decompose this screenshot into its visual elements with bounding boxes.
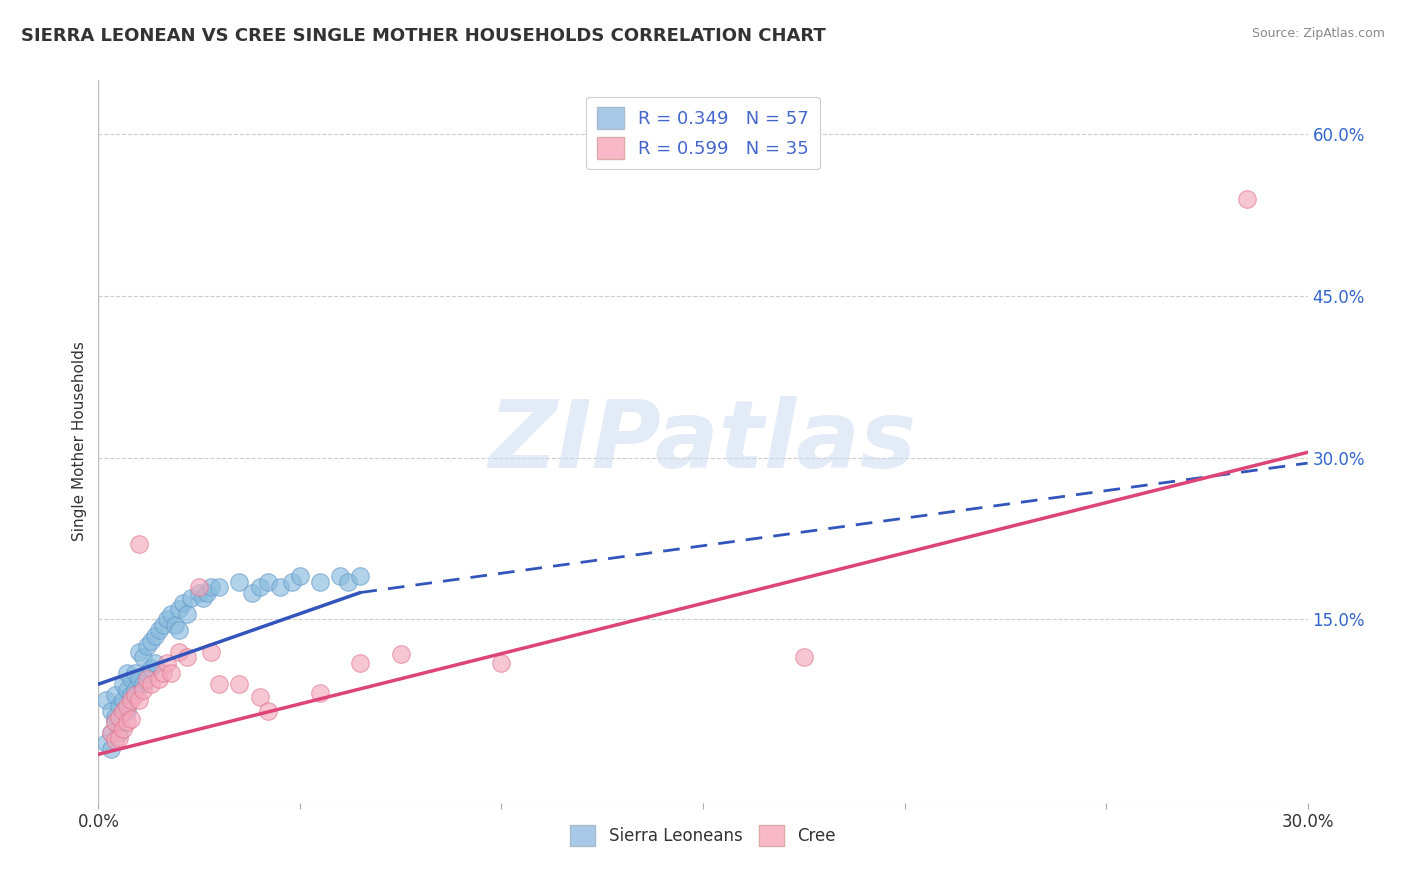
Point — [167, 624, 190, 638]
Point — [103, 714, 125, 729]
Point — [176, 650, 198, 665]
Point — [139, 661, 162, 675]
Point — [115, 682, 138, 697]
Point — [249, 690, 271, 705]
Point — [208, 580, 231, 594]
Point — [1236, 192, 1258, 206]
Point — [389, 647, 412, 661]
Point — [103, 714, 125, 729]
Point — [156, 612, 179, 626]
Point — [128, 537, 150, 551]
Point — [120, 688, 142, 702]
Point — [120, 712, 142, 726]
Point — [491, 656, 513, 670]
Point — [160, 607, 183, 621]
Point — [135, 666, 157, 681]
Point — [337, 574, 360, 589]
Point — [793, 650, 815, 665]
Point — [200, 645, 222, 659]
Point — [124, 682, 146, 697]
Point — [195, 585, 218, 599]
Point — [120, 693, 142, 707]
Point — [103, 733, 125, 747]
Point — [111, 693, 134, 707]
Point — [132, 682, 155, 697]
Point — [148, 672, 170, 686]
Point — [107, 709, 129, 723]
Point — [309, 574, 332, 589]
Point — [152, 666, 174, 681]
Point — [188, 585, 211, 599]
Point — [228, 677, 250, 691]
Point — [128, 693, 150, 707]
Point — [128, 645, 150, 659]
Point — [135, 640, 157, 654]
Point — [329, 569, 352, 583]
Point — [240, 585, 263, 599]
Point — [96, 693, 118, 707]
Point — [120, 672, 142, 686]
Point — [132, 677, 155, 691]
Point — [111, 704, 134, 718]
Y-axis label: Single Mother Households: Single Mother Households — [72, 342, 87, 541]
Point — [103, 688, 125, 702]
Point — [172, 596, 194, 610]
Point — [160, 666, 183, 681]
Point — [132, 650, 155, 665]
Point — [115, 698, 138, 713]
Point — [111, 723, 134, 737]
Point — [96, 737, 118, 751]
Point — [143, 629, 166, 643]
Point — [349, 569, 371, 583]
Point — [200, 580, 222, 594]
Point — [208, 677, 231, 691]
Point — [135, 672, 157, 686]
Point — [163, 618, 186, 632]
Point — [256, 574, 278, 589]
Point — [256, 704, 278, 718]
Text: ZIPatlas: ZIPatlas — [489, 395, 917, 488]
Point — [156, 656, 179, 670]
Point — [349, 656, 371, 670]
Point — [128, 672, 150, 686]
Point — [228, 574, 250, 589]
Point — [107, 714, 129, 729]
Point — [139, 634, 162, 648]
Text: SIERRA LEONEAN VS CREE SINGLE MOTHER HOUSEHOLDS CORRELATION CHART: SIERRA LEONEAN VS CREE SINGLE MOTHER HOU… — [21, 27, 825, 45]
Point — [167, 645, 190, 659]
Point — [115, 704, 138, 718]
Point — [107, 725, 129, 739]
Point — [100, 725, 122, 739]
Point — [111, 704, 134, 718]
Text: Source: ZipAtlas.com: Source: ZipAtlas.com — [1251, 27, 1385, 40]
Point — [107, 698, 129, 713]
Point — [269, 580, 291, 594]
Point — [100, 704, 122, 718]
Point — [193, 591, 215, 605]
Point — [111, 677, 134, 691]
Point — [107, 731, 129, 745]
Point — [176, 607, 198, 621]
Point — [281, 574, 304, 589]
Point — [143, 656, 166, 670]
Point — [148, 624, 170, 638]
Point — [288, 569, 311, 583]
Point — [115, 666, 138, 681]
Point — [249, 580, 271, 594]
Point — [124, 688, 146, 702]
Point — [100, 725, 122, 739]
Point — [103, 709, 125, 723]
Point — [139, 677, 162, 691]
Point — [309, 686, 332, 700]
Point — [100, 742, 122, 756]
Legend: Sierra Leoneans, Cree: Sierra Leoneans, Cree — [564, 819, 842, 852]
Point — [152, 618, 174, 632]
Point — [124, 666, 146, 681]
Point — [115, 714, 138, 729]
Point — [180, 591, 202, 605]
Point — [167, 601, 190, 615]
Point — [188, 580, 211, 594]
